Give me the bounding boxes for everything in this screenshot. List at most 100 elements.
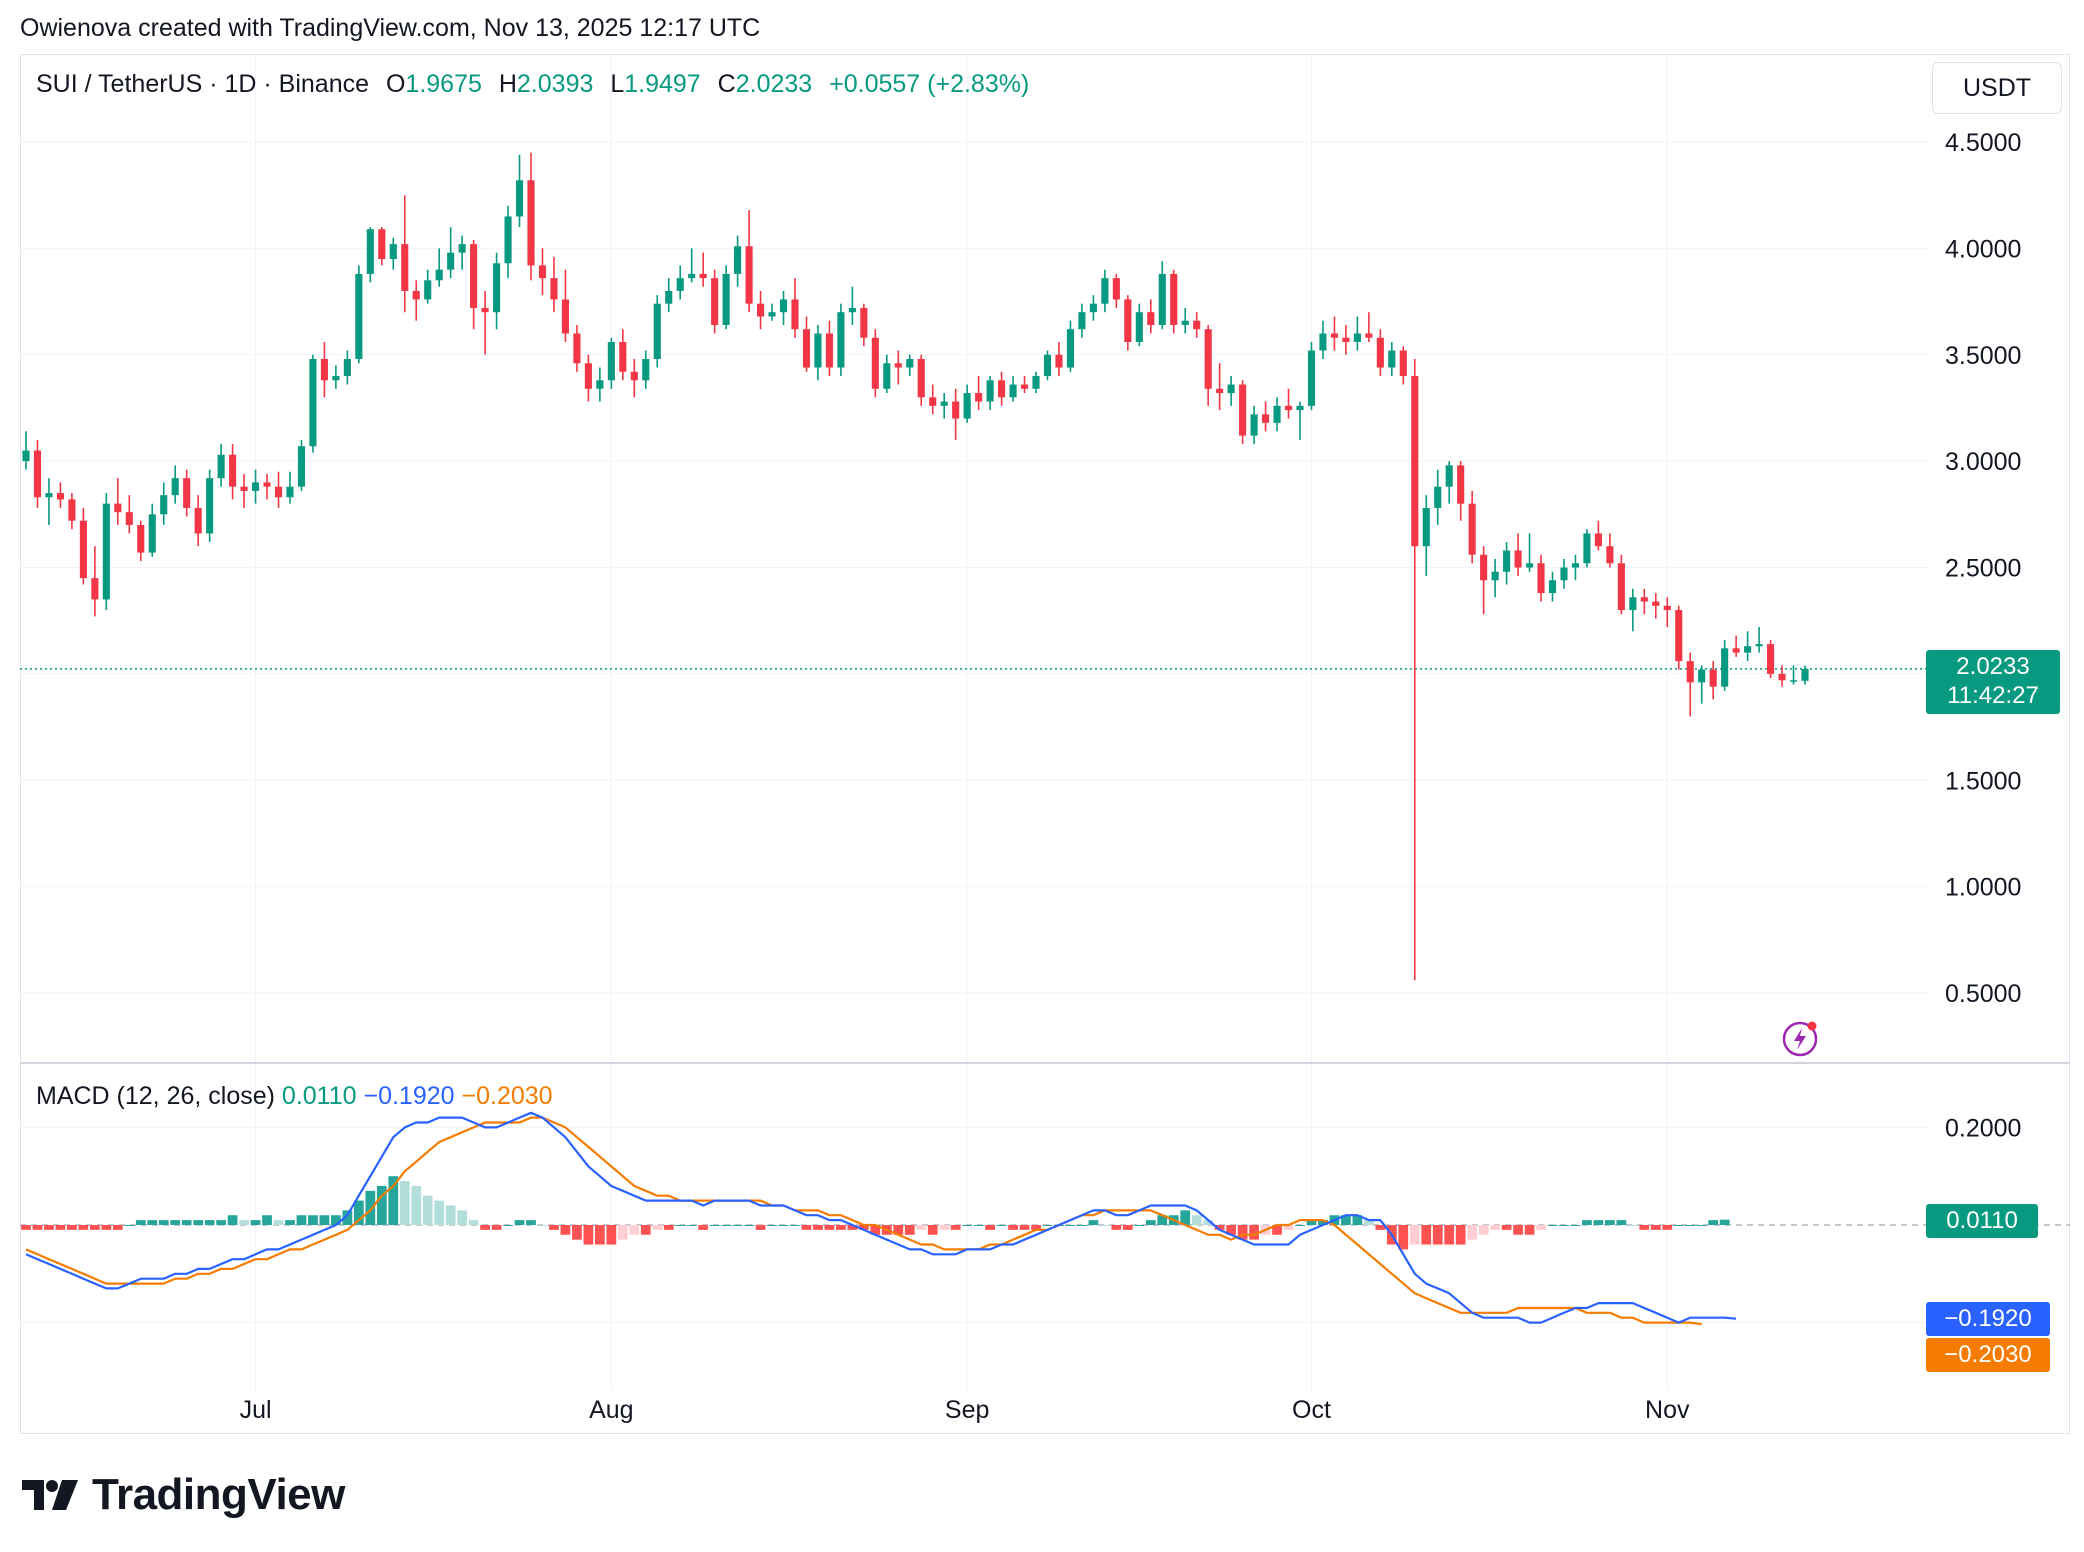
candle-body bbox=[1778, 673, 1786, 681]
candle-body bbox=[1250, 414, 1258, 436]
candle-body bbox=[447, 252, 455, 270]
symbol-name[interactable]: SUI / TetherUS · 1D · Binance bbox=[36, 70, 370, 98]
lightning-alert-icon[interactable] bbox=[1780, 1018, 1820, 1058]
macd-histogram-bar bbox=[1226, 1225, 1237, 1235]
candle bbox=[906, 354, 914, 377]
macd-histogram-bar bbox=[1111, 1225, 1122, 1230]
macd-histogram-bar bbox=[147, 1220, 158, 1225]
candle bbox=[940, 393, 948, 419]
macd-histogram-bar bbox=[962, 1225, 973, 1226]
macd-histogram-bar bbox=[1444, 1225, 1455, 1245]
candle-body bbox=[1147, 312, 1155, 325]
currency-label: USDT bbox=[1962, 73, 2032, 102]
macd-pane bbox=[21, 1111, 1737, 1326]
macd-histogram-bar bbox=[285, 1220, 295, 1225]
candle bbox=[1571, 554, 1580, 581]
candle-body bbox=[217, 454, 225, 479]
candle bbox=[148, 503, 156, 557]
candle bbox=[871, 329, 879, 398]
candle-body bbox=[412, 290, 420, 300]
candle bbox=[1560, 558, 1568, 589]
candle-body bbox=[45, 493, 53, 498]
candle bbox=[470, 239, 478, 330]
brand-name: TradingView bbox=[92, 1470, 345, 1519]
candle bbox=[343, 350, 351, 385]
candle bbox=[653, 295, 661, 368]
candle bbox=[1342, 324, 1350, 355]
candle-body bbox=[1709, 669, 1717, 687]
candle bbox=[1652, 593, 1660, 619]
candle-body bbox=[1353, 333, 1361, 342]
macd-histogram-bar bbox=[790, 1225, 800, 1226]
candle bbox=[320, 341, 328, 398]
candle-body bbox=[401, 244, 409, 291]
macd-histogram-bar bbox=[353, 1200, 364, 1225]
candle bbox=[550, 256, 558, 313]
currency-selector[interactable]: USDT bbox=[1932, 62, 2062, 114]
macd-histogram-bar bbox=[44, 1225, 54, 1230]
candle-body bbox=[481, 307, 489, 313]
candle bbox=[366, 227, 374, 283]
candle bbox=[952, 388, 960, 440]
macd-histogram-bar bbox=[1398, 1225, 1409, 1250]
candle-body bbox=[1330, 333, 1338, 338]
candle bbox=[68, 493, 76, 530]
tradingview-brand[interactable]: TradingView bbox=[22, 1470, 345, 1520]
macd-histogram-bar bbox=[1145, 1220, 1156, 1225]
candle-body bbox=[1262, 414, 1270, 423]
candle-body bbox=[79, 520, 87, 579]
candle bbox=[125, 495, 133, 534]
candle-body bbox=[1296, 405, 1304, 411]
candle bbox=[883, 354, 891, 394]
candle-body bbox=[906, 359, 914, 368]
candle bbox=[688, 248, 696, 283]
candle bbox=[1594, 520, 1602, 551]
candle bbox=[263, 473, 271, 500]
candle bbox=[1480, 546, 1488, 615]
candle bbox=[286, 471, 294, 504]
candle-body bbox=[1629, 597, 1637, 611]
candle bbox=[894, 350, 902, 385]
macd-histogram-bar bbox=[1708, 1220, 1719, 1225]
candle-body bbox=[1445, 465, 1453, 487]
candle-body bbox=[894, 363, 902, 368]
macd-histogram-bar bbox=[1065, 1225, 1076, 1226]
macd-histogram-bar bbox=[1122, 1225, 1133, 1230]
candle-body bbox=[1273, 405, 1281, 423]
candle bbox=[1468, 490, 1476, 564]
candle bbox=[183, 469, 191, 517]
macd-histogram-bar bbox=[101, 1225, 112, 1230]
candle-body bbox=[963, 393, 971, 419]
candle-body bbox=[240, 486, 248, 491]
candle bbox=[447, 227, 455, 279]
candle bbox=[435, 248, 443, 287]
candle-body bbox=[1124, 299, 1132, 342]
candle-body bbox=[160, 495, 168, 515]
candle bbox=[240, 473, 248, 508]
candle bbox=[929, 384, 937, 415]
candle-body bbox=[1480, 554, 1488, 581]
time-axis-label: Nov bbox=[1645, 1396, 1690, 1424]
candle-body bbox=[1204, 329, 1212, 389]
candle bbox=[355, 265, 363, 364]
macd-histogram-bar bbox=[250, 1220, 261, 1225]
candle bbox=[114, 478, 122, 525]
macd-histogram-bar bbox=[537, 1225, 548, 1226]
candle bbox=[791, 278, 799, 338]
candle bbox=[1089, 295, 1097, 321]
macd-histogram-bar bbox=[331, 1215, 341, 1225]
candle bbox=[630, 359, 638, 398]
macd-histogram-bar bbox=[1031, 1225, 1041, 1230]
macd-histogram-bar bbox=[67, 1225, 77, 1230]
candle-body bbox=[584, 363, 592, 389]
macd-histogram-value: 0.0110 bbox=[281, 1082, 357, 1110]
candle bbox=[917, 354, 925, 406]
macd-indicator-name[interactable]: MACD (12, 26, close) bbox=[36, 1082, 275, 1110]
candle bbox=[458, 235, 466, 270]
candle bbox=[251, 469, 260, 504]
candle bbox=[1193, 312, 1201, 338]
candle bbox=[33, 439, 42, 508]
macd-histogram-bar bbox=[721, 1225, 732, 1226]
open-label: O bbox=[385, 70, 406, 98]
